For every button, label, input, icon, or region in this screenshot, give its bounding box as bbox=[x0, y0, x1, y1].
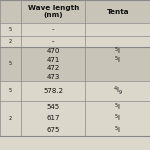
Text: 471: 471 bbox=[46, 57, 60, 63]
Text: 470: 470 bbox=[46, 48, 60, 54]
Text: $^5$I: $^5$I bbox=[114, 54, 121, 66]
Text: 472: 472 bbox=[47, 65, 60, 71]
Text: Tenta: Tenta bbox=[106, 9, 129, 15]
Text: $_{2}$: $_{2}$ bbox=[8, 37, 13, 46]
Text: 578.2: 578.2 bbox=[43, 88, 63, 94]
Text: 473: 473 bbox=[46, 74, 60, 80]
Bar bbox=[0, 0, 150, 23]
Text: $_{5}$: $_{5}$ bbox=[8, 87, 13, 95]
Text: $_{2}$: $_{2}$ bbox=[8, 114, 13, 123]
Text: $^5$I: $^5$I bbox=[114, 113, 121, 124]
Bar bbox=[0, 47, 150, 81]
Text: 617: 617 bbox=[46, 116, 60, 122]
Text: $^4$I$_9$: $^4$I$_9$ bbox=[113, 85, 123, 97]
Text: $^5$I: $^5$I bbox=[114, 124, 121, 136]
Text: 545: 545 bbox=[47, 104, 60, 110]
Text: -: - bbox=[52, 39, 54, 45]
Text: $^5$I: $^5$I bbox=[114, 101, 121, 113]
Bar bbox=[0, 101, 150, 136]
Text: -: - bbox=[52, 27, 54, 33]
Text: $_{5}$: $_{5}$ bbox=[8, 25, 13, 34]
Bar bbox=[0, 81, 150, 101]
Bar bbox=[0, 36, 150, 47]
Text: 675: 675 bbox=[46, 127, 60, 133]
Text: Wave length
(nm): Wave length (nm) bbox=[28, 5, 79, 18]
Bar bbox=[0, 23, 150, 36]
Text: $^5$I: $^5$I bbox=[114, 46, 121, 57]
Text: $_{5}$: $_{5}$ bbox=[8, 60, 13, 68]
Bar bbox=[0, 47, 150, 81]
